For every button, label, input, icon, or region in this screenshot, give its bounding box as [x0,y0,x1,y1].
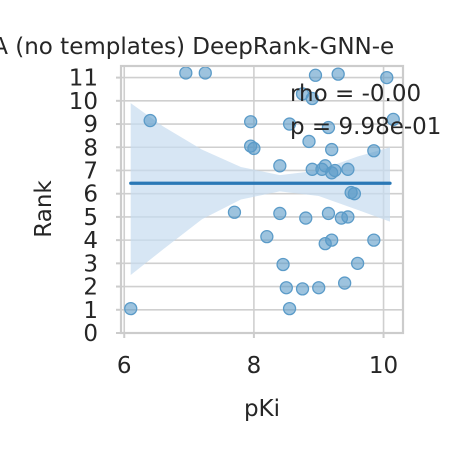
y-tick-label: 11 [69,66,98,92]
y-tick-label: 3 [83,251,98,277]
data-point [367,144,381,158]
y-tick-label: 5 [83,205,98,231]
data-point [260,229,274,244]
data-point [227,205,242,219]
data-point [276,257,290,272]
data-point [273,159,287,173]
chart-title: AA (no templates) DeepRank-GNN-e [0,34,394,60]
y-tick-label: 8 [83,135,98,161]
data-point [247,141,261,156]
data-point [179,66,193,80]
data-point [347,187,362,201]
data-point [273,206,287,221]
data-point [380,70,394,85]
data-point [282,301,297,316]
data-point [341,162,355,176]
y-tick-label: 6 [83,182,98,208]
x-tick-label: 8 [247,353,262,379]
data-point [299,211,313,225]
data-point [312,281,326,295]
data-point [279,281,293,295]
data-point [338,276,352,290]
data-point [308,68,323,82]
data-point [143,113,157,128]
y-tick-label: 7 [83,158,98,184]
data-point [305,91,319,106]
y-tick-label: 4 [83,228,98,254]
confidence-band [130,103,390,275]
data-point [282,117,297,131]
plot-frame [119,64,405,335]
data-point [325,233,339,247]
data-point [386,112,400,127]
y-tick-label: 0 [83,321,98,347]
data-point [302,134,316,149]
data-point [341,210,355,224]
annotation-p: p = 9.98e-01 [290,114,441,140]
y-axis-label: Rank [31,180,57,238]
data-point [328,163,342,178]
data-point [198,66,212,80]
x-tick-label: 6 [117,353,132,379]
data-point [331,67,345,81]
data-point [295,282,310,296]
points-layer [124,66,400,316]
data-point [321,120,336,135]
data-point [367,233,381,247]
data-point [321,206,336,221]
data-point [350,256,365,270]
data-point [325,142,339,157]
x-axis-label: pKi [244,396,280,422]
y-tick-label: 2 [83,275,98,301]
y-tick-label: 1 [83,298,98,324]
data-point [124,301,138,316]
data-point [244,115,258,129]
y-tick-label: 10 [69,89,98,115]
y-tick-label: 9 [83,112,98,138]
confidence-band-layer [130,103,390,275]
annotation-rho: rho = -0.00 [290,81,421,107]
x-tick-label: 10 [369,353,398,379]
